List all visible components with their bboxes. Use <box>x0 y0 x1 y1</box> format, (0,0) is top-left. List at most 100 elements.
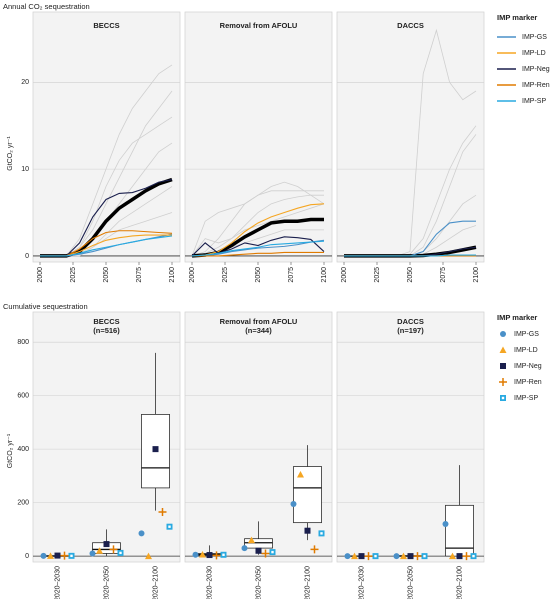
x-tick-label: 2020–2100 <box>456 566 463 599</box>
x-tick-label: 2000 <box>189 267 196 283</box>
marker <box>60 551 69 560</box>
marker <box>290 500 297 507</box>
marker <box>103 541 110 548</box>
marker-inner <box>70 554 73 558</box>
x-tick-label: 2020–2050 <box>407 566 414 599</box>
y-axis-label: GtCO₂ yr⁻¹ <box>7 136 14 171</box>
x-tick-label: 2025 <box>222 267 229 283</box>
x-tick-label: 2020–2050 <box>103 566 110 599</box>
facet-title: Removal from AFOLU <box>220 21 298 30</box>
y-tick-label: 600 <box>17 392 29 399</box>
imp-line <box>192 251 324 257</box>
x-tick-label: 2050 <box>103 267 110 283</box>
imp-line <box>191 240 325 257</box>
marker-inner <box>271 550 274 554</box>
legend-label: IMP-GS <box>522 34 547 41</box>
legend-swatch <box>499 346 507 353</box>
marker <box>407 553 414 560</box>
legend-swatch <box>499 378 507 386</box>
marker <box>248 536 255 544</box>
marker <box>413 552 422 561</box>
y-tick-label: 0 <box>25 253 29 260</box>
y-tick-label: 800 <box>17 339 29 346</box>
marker <box>166 523 173 530</box>
imp-line <box>192 239 325 257</box>
legend-label: IMP-GS <box>514 331 539 338</box>
marker <box>372 553 379 560</box>
y-tick-label: 200 <box>17 499 29 506</box>
imp-line <box>191 236 325 257</box>
marker <box>68 552 75 559</box>
marker <box>304 527 311 534</box>
legend-label: IMP-Ren <box>522 82 550 89</box>
marker <box>400 552 407 560</box>
marker-inner <box>222 553 225 556</box>
scenario-line <box>191 181 325 257</box>
marker <box>364 552 373 561</box>
marker <box>269 549 276 556</box>
marker <box>261 549 270 558</box>
facet-title: BECCS <box>93 21 119 30</box>
marker-inner <box>472 554 475 558</box>
marker-inner <box>119 551 122 555</box>
y-tick-label: 0 <box>25 553 29 560</box>
facet-subtitle: (n=516) <box>93 326 120 335</box>
x-tick-label: 2020–2100 <box>152 566 159 599</box>
x-tick-label: 2050 <box>407 267 414 283</box>
panel <box>32 11 181 263</box>
imp-line <box>40 235 173 257</box>
marker <box>449 552 456 560</box>
marker <box>421 553 428 560</box>
marker <box>255 547 262 554</box>
legend-swatch <box>500 395 506 401</box>
marker <box>54 552 61 559</box>
x-tick-label: 2025 <box>70 267 77 283</box>
y-tick-label: 20 <box>21 79 29 86</box>
marker <box>358 553 365 560</box>
x-tick-label: 2075 <box>440 267 447 283</box>
facet-subtitle: (n=197) <box>397 326 424 335</box>
y-axis-label: GtCO₂ yr⁻¹ <box>7 433 14 468</box>
legend-label: IMP-SP <box>514 395 538 402</box>
imp-line <box>191 203 325 257</box>
x-tick-label: 2075 <box>288 267 295 283</box>
legend-title: IMP marker <box>497 313 537 322</box>
x-tick-label: 2020–2050 <box>255 566 262 599</box>
x-tick-label: 2020–2030 <box>358 566 365 599</box>
marker <box>47 552 54 559</box>
facet-title: DACCS <box>397 317 424 326</box>
marker-inner <box>374 554 377 558</box>
marker <box>212 551 221 560</box>
chart-title: Annual CO₂ sequestration <box>3 2 90 11</box>
legend-label: IMP-Ren <box>514 379 542 386</box>
facet-title: Removal from AFOLU <box>220 317 298 326</box>
marker <box>442 521 449 528</box>
marker <box>138 530 145 537</box>
x-tick-label: 2100 <box>321 267 328 283</box>
marker <box>456 553 463 560</box>
chart-title: Cumulative sequestration <box>3 302 88 311</box>
marker <box>145 552 152 560</box>
x-tick-label: 2100 <box>169 267 176 283</box>
marker <box>158 507 167 516</box>
marker <box>40 552 47 559</box>
legend-title: IMP marker <box>497 13 537 22</box>
marker <box>241 545 248 552</box>
x-tick-label: 2020–2100 <box>304 566 311 599</box>
x-tick-label: 2025 <box>374 267 381 283</box>
facet-title: BECCS <box>93 317 119 326</box>
marker-inner <box>501 396 505 400</box>
x-tick-label: 2075 <box>136 267 143 283</box>
x-tick-label: 2020–2030 <box>206 566 213 599</box>
legend-swatch <box>500 331 506 337</box>
x-tick-label: 2050 <box>255 267 262 283</box>
box <box>244 538 273 549</box>
legend-label: IMP-Neg <box>522 66 550 73</box>
x-tick-label: 2020–2030 <box>54 566 61 599</box>
panel <box>336 11 485 263</box>
marker <box>220 551 227 558</box>
legend-label: IMP-SP <box>522 98 546 105</box>
imp-line <box>344 254 476 257</box>
marker <box>344 553 351 560</box>
